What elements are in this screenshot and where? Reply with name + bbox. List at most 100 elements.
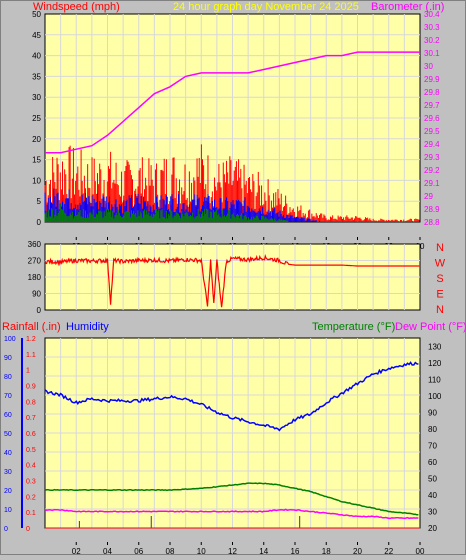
- barometer-y-tick-label: 28.8: [424, 218, 440, 227]
- humidity-y-tick-label: 60: [4, 412, 12, 419]
- humidity-y-tick-label: 50: [4, 431, 12, 438]
- barometer-y-tick-label: 29: [424, 192, 433, 201]
- rain-y-tick-label: 0.1: [26, 510, 36, 517]
- rain-y-tick-label: 1.2: [26, 336, 36, 343]
- wind-y-tick-label: 10: [32, 176, 41, 185]
- wind-y-tick-label: 40: [32, 52, 41, 61]
- barometer-y-tick-label: 29.7: [424, 101, 440, 110]
- wind-y-tick-label: 35: [32, 72, 41, 81]
- climate-x-tick-label: 12: [228, 547, 237, 555]
- humidity-y-tick-label: 40: [4, 450, 12, 457]
- barometer-label: Barometer (.in): [371, 1, 444, 13]
- rain-y-tick-label: 0.2: [26, 494, 36, 501]
- direction-letter: E: [436, 289, 443, 301]
- rainfall-label: Rainfall (.in): [2, 321, 61, 333]
- wind-y-tick-label: 45: [32, 31, 41, 40]
- humidity-y-tick-label: 0: [4, 526, 8, 533]
- humidity-y-tick-label: 70: [4, 393, 12, 400]
- direction-letter: S: [436, 273, 443, 285]
- rain-y-tick-label: 0.9: [26, 384, 36, 391]
- wind-y-tick-label: 5: [37, 197, 42, 206]
- rain-y-tick-label: 0.5: [26, 447, 36, 454]
- barometer-y-tick-label: 29.1: [424, 179, 440, 188]
- windspeed-label: Windspeed (mph): [33, 1, 120, 13]
- barometer-y-tick-label: 30.2: [424, 36, 440, 45]
- graph-title: 24 hour graph day November 24 2025: [173, 1, 359, 13]
- barometer-y-tick-label: 28.9: [424, 205, 440, 214]
- temperature-y-tick-label: 80: [428, 425, 437, 434]
- barometer-y-tick-label: 30.4: [424, 10, 440, 19]
- wind-y-tick-label: 20: [32, 135, 41, 144]
- direction-y-tick-label: 180: [28, 273, 42, 282]
- rain-y-tick-label: 1: [26, 368, 30, 375]
- dew-point-line: [44, 508, 419, 520]
- barometer-y-tick-label: 30.3: [424, 23, 440, 32]
- temperature-y-tick-label: 40: [428, 491, 437, 500]
- humidity-y-tick-label: 90: [4, 355, 12, 362]
- direction-letter: W: [435, 258, 446, 270]
- temperature-y-tick-label: 120: [428, 359, 442, 368]
- temperature-y-tick-label: 60: [428, 458, 437, 467]
- humidity-y-tick-label: 20: [4, 488, 12, 495]
- temperature-y-tick-label: 20: [428, 524, 437, 533]
- barometer-y-tick-label: 29.8: [424, 88, 440, 97]
- direction-y-tick-label: 90: [32, 290, 41, 299]
- temperature-y-tick-label: 30: [428, 507, 437, 516]
- rain-humidity-temperature-panel: 010203040506070809010000.10.20.30.40.50.…: [4, 336, 442, 556]
- climate-x-tick-label: 14: [259, 547, 268, 555]
- direction-y-tick-label: 270: [28, 257, 42, 266]
- barometer-y-tick-label: 29.4: [424, 140, 440, 149]
- climate-x-tick-label: 16: [291, 547, 300, 555]
- wind-y-tick-label: 0: [37, 218, 42, 227]
- humidity-y-tick-label: 10: [4, 507, 12, 514]
- temperature-y-tick-label: 70: [428, 441, 437, 450]
- humidity-line: [44, 361, 419, 432]
- barometer-y-tick-label: 30: [424, 62, 433, 71]
- wind-direction-line: [44, 254, 420, 308]
- temperature-label: Temperature (°F): [312, 321, 395, 333]
- dew-point-label: Dew Point (°F): [395, 321, 466, 333]
- barometer-y-tick-label: 29.9: [424, 75, 440, 84]
- humidity-y-tick-label: 100: [4, 336, 16, 343]
- climate-x-tick-label: 22: [384, 547, 393, 555]
- humidity-label: Humidity: [66, 321, 109, 333]
- temperature-y-tick-label: 130: [428, 342, 442, 351]
- climate-x-tick-label: 04: [103, 547, 112, 555]
- barometer-line: [45, 51, 420, 154]
- climate-x-tick-label: 00: [416, 547, 425, 555]
- rain-y-tick-label: 0: [26, 526, 30, 533]
- temperature-line: [44, 482, 419, 516]
- rain-y-tick-label: 0.7: [26, 415, 36, 422]
- temperature-y-tick-label: 110: [428, 375, 441, 384]
- temperature-y-tick-label: 90: [428, 408, 437, 417]
- rain-y-tick-label: 0.8: [26, 399, 36, 406]
- climate-x-tick-label: 20: [353, 547, 362, 555]
- climate-x-tick-label: 06: [134, 547, 143, 555]
- wind-y-tick-label: 30: [32, 93, 41, 102]
- rain-y-tick-label: 0.3: [26, 479, 36, 486]
- wind-barometer-panel: 0 5 10 15 20 25 30 35 40 45 50 28.8 28.9 29 29.1 29.2 29…: [32, 10, 440, 251]
- barometer-y-tick-label: 29.5: [424, 127, 440, 136]
- wind-y-tick-label: 50: [32, 10, 41, 19]
- temperature-y-tick-label: 50: [428, 474, 437, 483]
- humidity-y-tick-label: 80: [4, 374, 12, 381]
- barometer-y-tick-label: 29.3: [424, 153, 440, 162]
- direction-y-tick-label: 0: [37, 306, 42, 315]
- rain-y-tick-label: 0.4: [26, 463, 36, 470]
- rain-y-tick-label: 0.6: [26, 431, 36, 438]
- climate-x-tick-label: 10: [197, 547, 206, 555]
- wind-y-tick-label: 15: [32, 156, 41, 165]
- rain-y-tick-label: 1.1: [26, 352, 36, 359]
- direction-letter: N: [436, 242, 444, 254]
- climate-x-tick-label: 18: [322, 547, 331, 555]
- barometer-y-tick-label: 29.2: [424, 166, 440, 175]
- temperature-y-tick-label: 100: [428, 392, 442, 401]
- barometer-y-tick-label: 29.6: [424, 114, 440, 123]
- humidity-y-tick-label: 30: [4, 469, 12, 476]
- climate-x-tick-label: 08: [166, 547, 175, 555]
- direction-letter: N: [436, 304, 444, 316]
- wind-y-tick-label: 25: [32, 114, 41, 123]
